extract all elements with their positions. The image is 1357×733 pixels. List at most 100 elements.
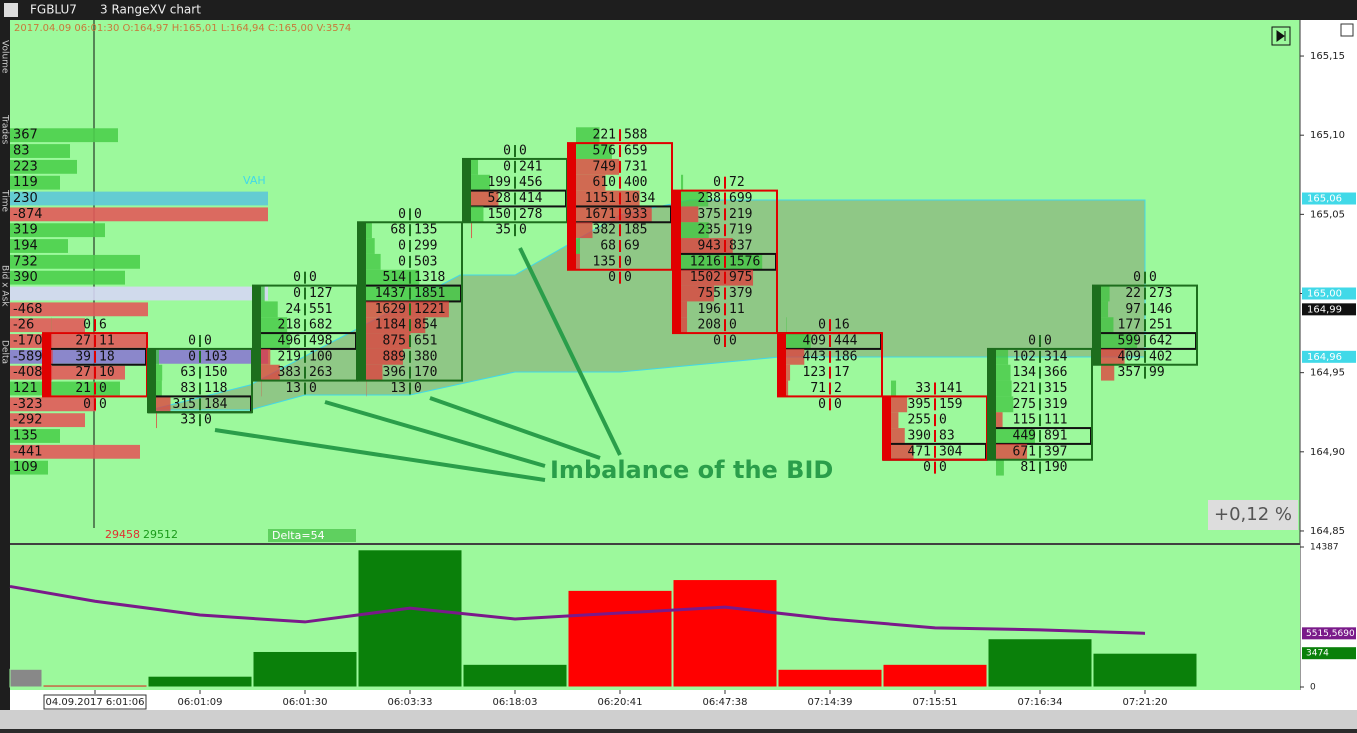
candle-body [1093, 286, 1101, 365]
profile-label: -408 [13, 365, 43, 380]
bid: 27 [75, 333, 91, 348]
volume-bar [883, 664, 987, 687]
toolbar [0, 0, 1357, 20]
ask: 400 [624, 175, 647, 190]
bid: 0 [398, 207, 406, 222]
ask: 0 [204, 413, 212, 428]
cluster-volume-bar [576, 238, 580, 254]
bid: 0 [188, 333, 196, 348]
profile-label: 135 [13, 428, 38, 443]
ask: 1576 [729, 254, 760, 269]
ask: 414 [519, 191, 543, 206]
candle-body [148, 349, 156, 412]
cluster-volume-bar [261, 301, 278, 317]
ask: 11 [99, 333, 115, 348]
delta-label: Delta=54 [272, 529, 325, 542]
cluster-volume-bar [1101, 301, 1108, 317]
ask: 0 [309, 270, 317, 285]
candle-body [883, 396, 891, 459]
info-line: 2017.04.09 06:01:30 O:164,97 H:165,01 L:… [14, 23, 351, 34]
bid: 0 [398, 254, 406, 269]
y-tick-label: 165,10 [1310, 130, 1345, 141]
side-tab[interactable]: Volume [0, 40, 10, 74]
bid: 134 [1013, 365, 1037, 380]
ask: 118 [204, 381, 227, 396]
profile-label: 367 [13, 128, 38, 143]
bid: 102 [1013, 349, 1036, 364]
profile-label: -292 [13, 413, 43, 428]
ask: 891 [1044, 428, 1067, 443]
ask: 0 [624, 270, 632, 285]
bid: 1671 [585, 207, 616, 222]
bid: 150 [488, 207, 511, 222]
bid: 196 [698, 302, 721, 317]
ask: 0 [99, 381, 107, 396]
volume-bar [568, 590, 672, 687]
ask: 1318 [414, 270, 445, 285]
side-tab[interactable]: Trades [0, 114, 10, 145]
cluster-volume-bar [471, 159, 478, 175]
bid: 115 [1013, 413, 1036, 428]
y-tick-label: 14387 [1310, 543, 1339, 553]
bid: 255 [908, 413, 931, 428]
bid: 68 [390, 223, 406, 238]
side-tab[interactable]: Delta [0, 340, 10, 364]
side-tab[interactable]: Time [0, 189, 10, 212]
candle-body [253, 286, 261, 381]
x-tick-label: 07:15:51 [913, 697, 958, 708]
bid: 13 [285, 381, 301, 396]
x-tick-label: 06:01:30 [283, 697, 328, 708]
ask: 184 [204, 397, 228, 412]
price-marker-label: 165,00 [1307, 289, 1342, 300]
profile-label: 109 [13, 460, 38, 475]
chart-type[interactable]: 3 RangeXV chart [100, 3, 201, 17]
bid: 0 [293, 286, 301, 301]
annotation: Imbalance of the BID [550, 456, 833, 484]
volume-bar [10, 669, 42, 687]
bid: 395 [908, 397, 931, 412]
bid: 275 [1013, 397, 1036, 412]
ask: 219 [729, 207, 752, 222]
profile-bar [10, 287, 268, 301]
ask: 186 [834, 349, 857, 364]
f-button[interactable] [1341, 24, 1353, 36]
ask: 0 [1149, 270, 1157, 285]
bid: 0 [713, 333, 721, 348]
ask: 1034 [624, 191, 655, 206]
ask: 731 [624, 159, 647, 174]
ask: 0 [939, 460, 947, 475]
ask: 251 [1149, 318, 1172, 333]
app-menu[interactable] [4, 3, 18, 17]
total-bid: 29458 [105, 528, 140, 541]
cluster-volume-bar [681, 175, 683, 191]
candle-body [673, 191, 681, 333]
bid: 123 [803, 365, 826, 380]
ask: 11 [729, 302, 745, 317]
bid: 749 [593, 159, 616, 174]
cluster-volume-bar [51, 333, 52, 349]
cluster-volume-bar [1101, 365, 1114, 381]
cluster-volume-bar [261, 349, 270, 365]
bid: 1151 [585, 191, 616, 206]
ask: 99 [1149, 365, 1165, 380]
symbol[interactable]: FGBLU7 [30, 3, 77, 17]
bid: 22 [1125, 286, 1141, 301]
cluster-volume-bar [366, 222, 372, 238]
side-tab[interactable]: Bid x Ask [0, 265, 10, 307]
profile-label: 121 [13, 381, 38, 396]
x-tick-label: 06:47:38 [703, 697, 748, 708]
ask: 141 [939, 381, 962, 396]
bid: 24 [285, 302, 301, 317]
volume-marker-label: 5515,5690 [1306, 629, 1355, 639]
scrollbar[interactable] [0, 710, 1357, 729]
bid: 221 [593, 128, 616, 143]
y-tick-label: 164,90 [1310, 447, 1345, 458]
candle-body [988, 349, 996, 460]
cluster-volume-bar [681, 301, 687, 317]
ask: 0 [414, 207, 422, 222]
ask: 975 [729, 270, 752, 285]
bid: 208 [698, 318, 721, 333]
bid: 409 [1118, 349, 1141, 364]
cluster-volume-bar [891, 412, 898, 428]
ask: 135 [414, 223, 437, 238]
